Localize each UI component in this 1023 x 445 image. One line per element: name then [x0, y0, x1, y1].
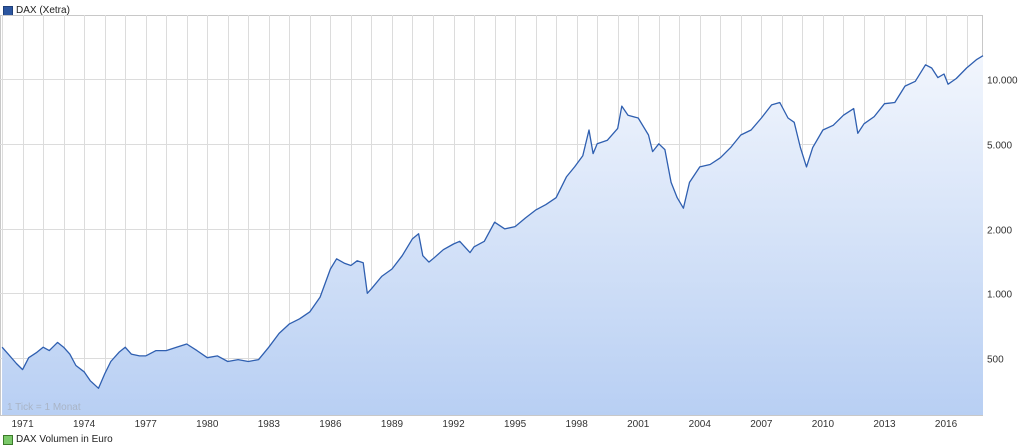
x-tick-label: 1989 — [381, 419, 404, 430]
x-tick-label: 2001 — [627, 419, 650, 430]
x-tick-label: 2013 — [873, 419, 896, 430]
x-tick-label: 1992 — [442, 419, 465, 430]
x-tick-label: 1986 — [319, 419, 342, 430]
series-line-dax — [1, 55, 984, 389]
x-tick-label: 1980 — [196, 419, 219, 430]
series-area-dax — [2, 55, 984, 415]
x-tick-label: 2010 — [812, 419, 835, 430]
x-tick-label: 2007 — [750, 419, 773, 430]
axis-labels: 500 1.000 2.000 5.000 10.000 1971 1974 1977 1980… — [11, 76, 1018, 431]
x-tick-label: 1977 — [135, 419, 158, 430]
x-tick-label: 1995 — [504, 419, 527, 430]
legend-volume: DAX Volumen in Euro — [3, 434, 113, 445]
y-tick-label: 2.000 — [987, 226, 1012, 237]
x-tick-label: 2016 — [935, 419, 958, 430]
y-tick-label: 1.000 — [987, 290, 1012, 301]
series-layer — [1, 55, 984, 415]
y-tick-label: 10.000 — [987, 76, 1018, 87]
legend-label-dax: DAX (Xetra) — [16, 5, 70, 16]
tick-note: 1 Tick = 1 Monat — [7, 402, 81, 413]
legend-swatch-green — [3, 434, 13, 445]
x-tick-label: 1971 — [11, 419, 34, 430]
x-tick-label: 1974 — [73, 419, 96, 430]
y-tick-label: 5.000 — [987, 141, 1012, 152]
y-tick-label: 500 — [987, 355, 1004, 366]
x-tick-label: 1983 — [258, 419, 281, 430]
legend-label-volume: DAX Volumen in Euro — [16, 434, 113, 445]
x-tick-label: 2004 — [689, 419, 712, 430]
x-tick-label: 1998 — [566, 419, 589, 430]
